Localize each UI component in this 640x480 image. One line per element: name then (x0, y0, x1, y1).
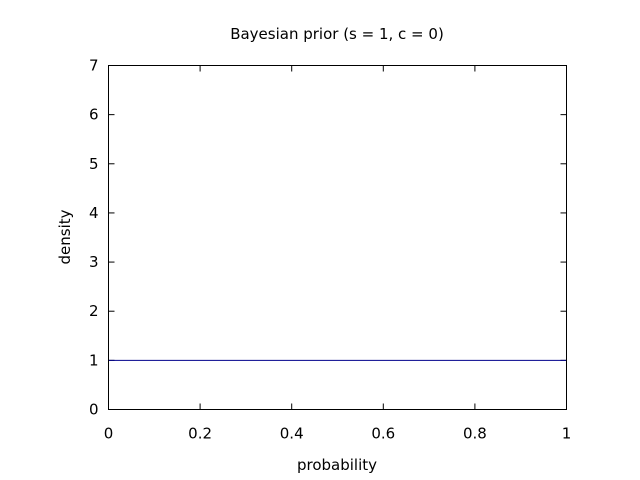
x-tick-label: 0.4 (280, 425, 304, 443)
x-tick-label: 0 (104, 425, 114, 443)
x-tick-labels: 0 0.2 0.4 0.6 0.8 1 (104, 425, 572, 443)
plot-frame (108, 65, 567, 410)
ticks (108, 65, 567, 410)
x-tick-label: 0.6 (371, 425, 395, 443)
y-tick-label: 3 (89, 253, 99, 271)
y-tick-label: 4 (89, 204, 99, 222)
y-tick-labels: 0 1 2 3 4 5 6 7 (89, 57, 99, 419)
chart-title: Bayesian prior (s = 1, c = 0) (230, 25, 444, 43)
y-tick-label: 6 (89, 106, 99, 124)
y-axis-label: density (56, 209, 74, 264)
x-tick-label: 0.8 (463, 425, 487, 443)
y-tick-label: 2 (89, 302, 99, 320)
x-tick-label: 1 (562, 425, 572, 443)
y-tick-label: 0 (89, 401, 99, 419)
y-tick-label: 7 (89, 57, 99, 75)
x-axis-label: probability (297, 456, 377, 474)
y-tick-label: 5 (89, 155, 99, 173)
x-tick-label: 0.2 (188, 425, 212, 443)
y-tick-label: 1 (89, 351, 99, 369)
